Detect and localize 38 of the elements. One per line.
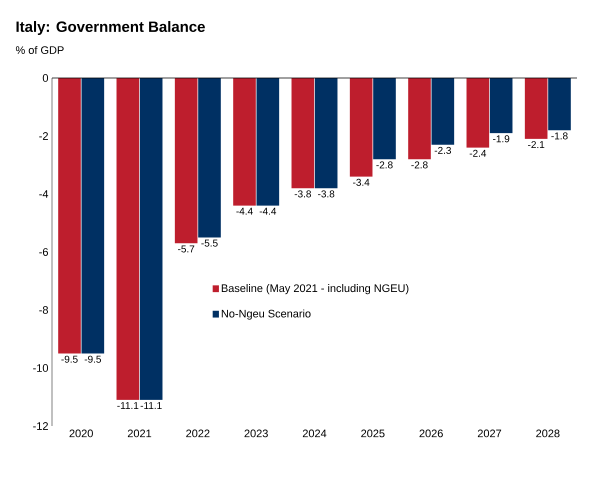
- legend-label: No-Ngeu Scenario: [222, 309, 311, 320]
- y-tick-label: -6: [39, 248, 48, 256]
- data-label: -9.5: [84, 356, 101, 363]
- legend-label: Baseline (May 2021 - including NGEU): [222, 284, 408, 294]
- data-label: -2.3: [434, 146, 451, 154]
- chart-title: Italy: Government Balance: [16, 21, 205, 35]
- y-tick-label: 0: [42, 74, 48, 82]
- data-label: -2.8: [376, 161, 393, 168]
- x-tick-label: 2022: [186, 430, 210, 438]
- x-tick-label: 2024: [302, 430, 326, 438]
- data-label: -1.8: [551, 132, 568, 140]
- data-label: -2.4: [470, 150, 486, 157]
- x-tick-label: 2028: [536, 430, 560, 438]
- y-tick-label: -2: [39, 132, 48, 140]
- data-label: -4.4: [236, 208, 253, 215]
- data-label: -2.8: [411, 161, 428, 168]
- data-label: -1.9: [493, 135, 510, 142]
- data-label: -3.8: [318, 190, 334, 198]
- data-label: -4.4: [260, 208, 276, 215]
- x-tick-label: 2021: [128, 430, 152, 438]
- y-tick-label: -12: [33, 422, 48, 430]
- data-label: -5.7: [178, 245, 194, 252]
- x-tick-label: 2023: [244, 430, 268, 438]
- y-tick-label: -8: [39, 306, 48, 314]
- y-tick-label: -10: [33, 364, 48, 372]
- x-tick-label: 2020: [70, 430, 93, 438]
- data-label: -3.8: [294, 190, 311, 198]
- x-tick-label: 2026: [420, 430, 443, 438]
- data-label: -11.1: [117, 402, 138, 409]
- y-tick-label: -4: [39, 190, 48, 198]
- data-label: -9.5: [61, 356, 78, 363]
- data-label: -5.5: [201, 240, 218, 247]
- data-label: -11.1: [140, 402, 162, 409]
- y-axis-title: % of GDP: [16, 46, 64, 54]
- data-label: -3.4: [353, 178, 370, 186]
- data-label: -2.1: [528, 141, 544, 148]
- x-tick-label: 2025: [361, 430, 385, 438]
- x-tick-label: 2027: [478, 430, 502, 438]
